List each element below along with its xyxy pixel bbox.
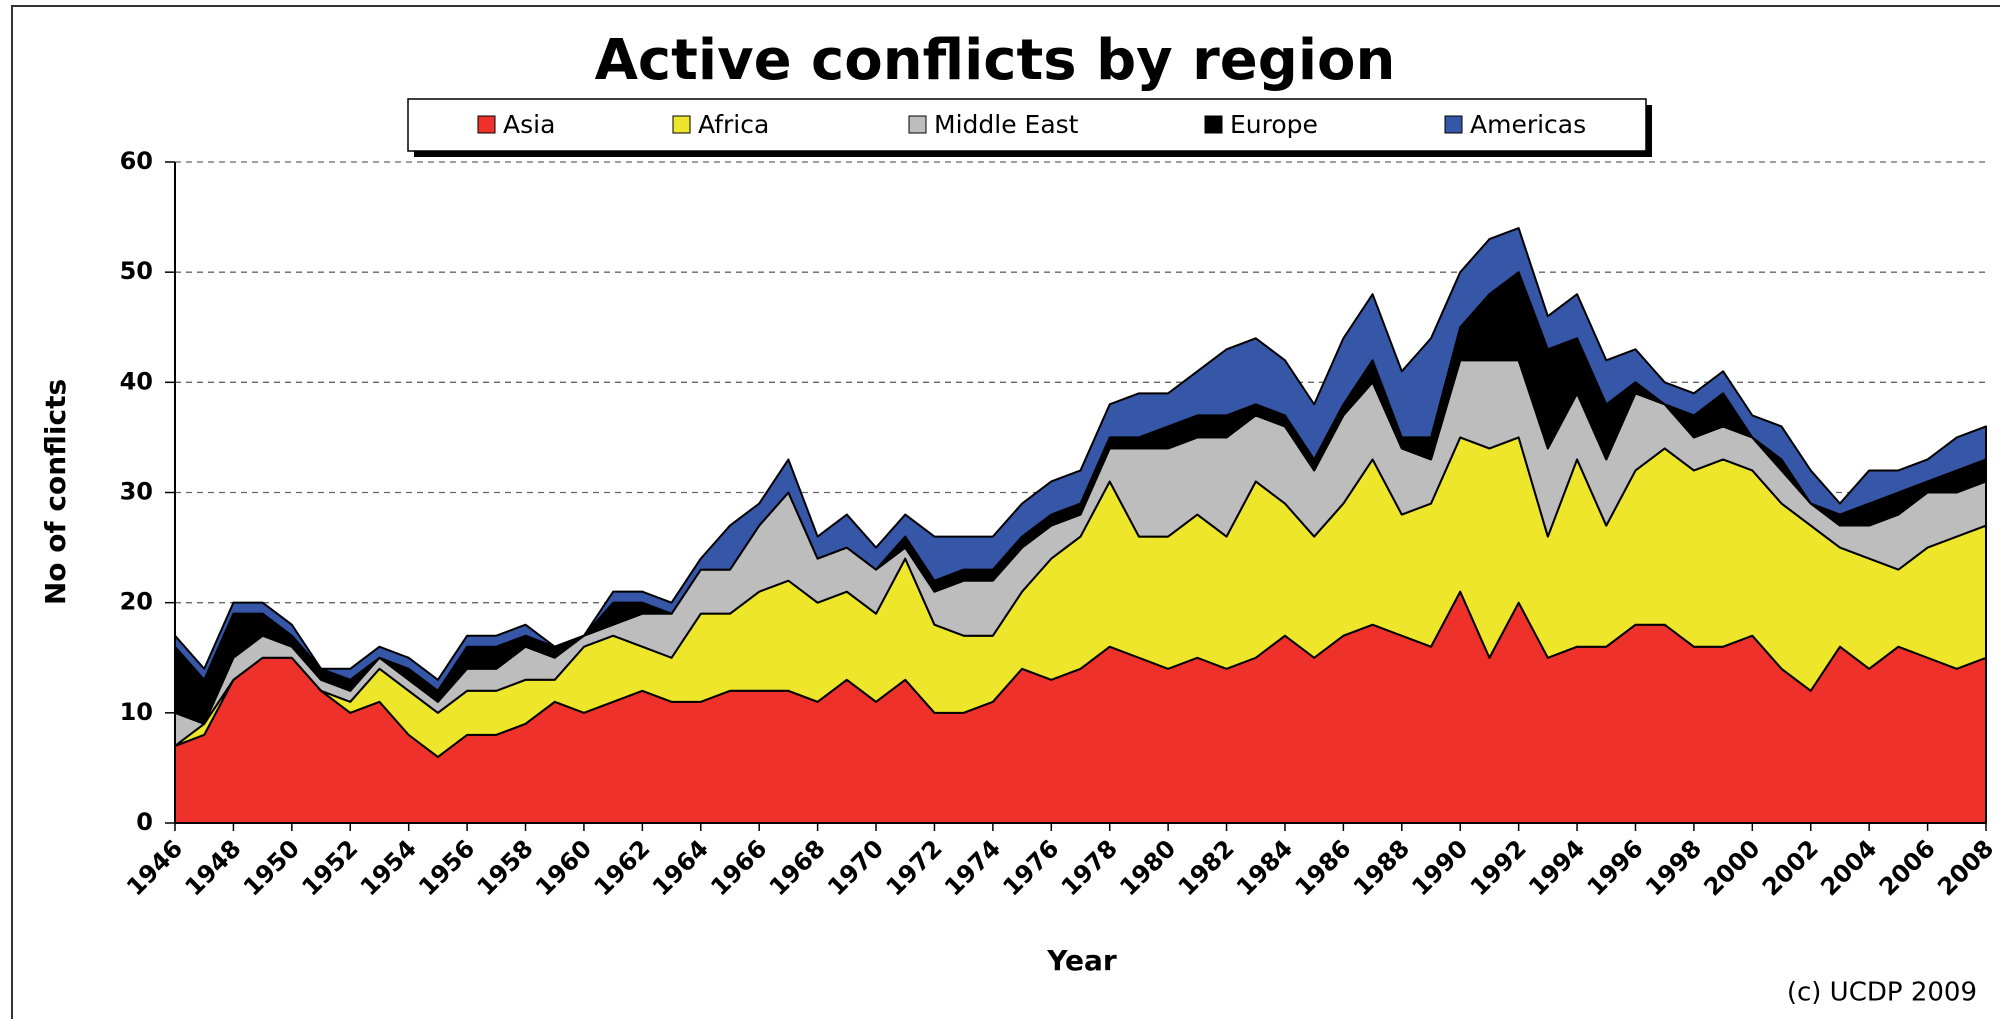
x-tick-label: 1966 <box>705 834 772 901</box>
chart-title: Active conflicts by region <box>595 28 1396 93</box>
x-tick-label: 1952 <box>296 834 363 901</box>
frame <box>11 5 2000 1019</box>
x-tick-label: 1990 <box>1406 834 1473 901</box>
legend-swatch <box>1444 115 1463 134</box>
y-tick-label: 0 <box>136 808 153 836</box>
x-tick-label: 1950 <box>238 834 305 901</box>
x-tick-label: 1946 <box>121 834 188 901</box>
x-tick-label: 1960 <box>530 834 597 901</box>
legend-label: Africa <box>698 110 769 139</box>
x-tick-label: 1964 <box>647 834 714 901</box>
x-tick-label: 1998 <box>1640 834 1707 901</box>
x-tick-label: 1986 <box>1290 834 1357 901</box>
x-tick-label: 2004 <box>1815 834 1882 901</box>
legend-swatch <box>908 115 927 134</box>
x-tick-label: 1994 <box>1523 834 1590 901</box>
legend-label: Middle East <box>934 110 1079 139</box>
x-tick-label: 1970 <box>822 834 889 901</box>
x-tick-label: 1968 <box>764 834 831 901</box>
x-tick-label: 1954 <box>355 834 422 901</box>
x-tick-label: 1984 <box>1231 834 1298 901</box>
legend-swatch <box>672 115 691 134</box>
legend-label: Europe <box>1230 110 1318 139</box>
y-tick-label: 50 <box>120 257 153 285</box>
y-axis-label: No of conflicts <box>39 379 72 605</box>
y-tick-label: 10 <box>120 698 153 726</box>
x-tick-label: 2006 <box>1874 834 1941 901</box>
x-tick-label: 1972 <box>881 834 948 901</box>
legend-label: Asia <box>503 110 555 139</box>
y-tick-label: 30 <box>120 478 153 506</box>
x-tick-label: 1996 <box>1582 834 1649 901</box>
x-tick-label: 1976 <box>997 834 1064 901</box>
x-tick-label: 2000 <box>1698 834 1765 901</box>
x-tick-label: 1962 <box>589 834 656 901</box>
y-tick-label: 60 <box>120 147 153 175</box>
legend-swatch <box>477 115 496 134</box>
legend <box>407 98 1647 152</box>
x-tick-label: 2008 <box>1932 834 1999 901</box>
x-tick-label: 1956 <box>413 834 480 901</box>
x-tick-label: 1988 <box>1348 834 1415 901</box>
x-tick-label: 1980 <box>1114 834 1181 901</box>
credit: (c) UCDP 2009 <box>1787 978 1977 1008</box>
x-tick-label: 2002 <box>1757 834 1824 901</box>
y-tick-label: 40 <box>120 367 153 395</box>
x-tick-label: 1958 <box>472 834 539 901</box>
legend-swatch <box>1204 115 1223 134</box>
x-tick-label: 1992 <box>1465 834 1532 901</box>
x-tick-label: 1982 <box>1173 834 1240 901</box>
y-tick-label: 20 <box>120 588 153 616</box>
x-tick-label: 1978 <box>1056 834 1123 901</box>
x-tick-label: 1974 <box>939 834 1006 901</box>
area <box>174 227 1987 692</box>
legend-label: Americas <box>1470 110 1586 139</box>
x-tick-label: 1948 <box>180 834 247 901</box>
x-axis-label: Year <box>1046 944 1117 977</box>
